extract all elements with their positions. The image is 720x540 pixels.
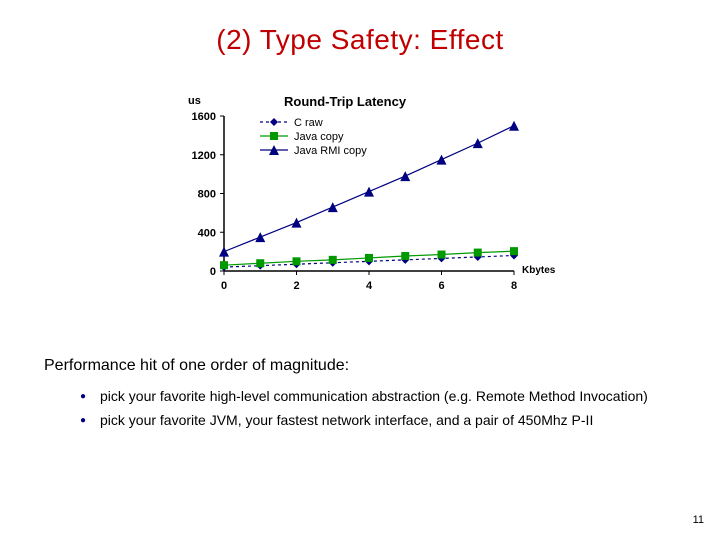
svg-text:400: 400 <box>198 227 216 239</box>
chart-svg: us Round-Trip Latency 0 400 800 1200 1600 0 2 4 6 8… <box>150 86 560 316</box>
bullet-list: pick your favorite high-level communicat… <box>44 387 684 431</box>
svg-text:Java RMI copy: Java RMI copy <box>294 145 367 157</box>
body-text: Performance hit of one order of magnitud… <box>44 355 684 446</box>
bullet-item: pick your favorite high-level communicat… <box>100 387 684 406</box>
svg-text:Kbytes: Kbytes <box>522 265 556 276</box>
svg-text:800: 800 <box>198 189 216 201</box>
svg-text:4: 4 <box>366 280 373 292</box>
svg-text:0: 0 <box>221 280 227 292</box>
svg-text:2: 2 <box>293 280 299 292</box>
svg-text:us: us <box>188 95 201 107</box>
slide-title: (2) Type Safety: Effect <box>0 24 720 56</box>
svg-text:8: 8 <box>511 280 517 292</box>
latency-chart: us Round-Trip Latency 0 400 800 1200 1600 0 2 4 6 8… <box>150 86 560 316</box>
svg-text:0: 0 <box>210 266 216 278</box>
svg-text:Round-Trip Latency: Round-Trip Latency <box>284 94 407 109</box>
svg-text:6: 6 <box>438 280 444 292</box>
svg-text:1200: 1200 <box>192 150 216 162</box>
svg-text:C raw: C raw <box>294 117 323 129</box>
slide: (2) Type Safety: Effect us Round-Trip Lat… <box>0 0 720 540</box>
page-number: 11 <box>693 514 704 526</box>
svg-text:1600: 1600 <box>192 111 216 123</box>
svg-text:Java copy: Java copy <box>294 131 344 143</box>
lead-text: Performance hit of one order of magnitud… <box>44 355 684 377</box>
bullet-item: pick your favorite JVM, your fastest net… <box>100 411 684 430</box>
